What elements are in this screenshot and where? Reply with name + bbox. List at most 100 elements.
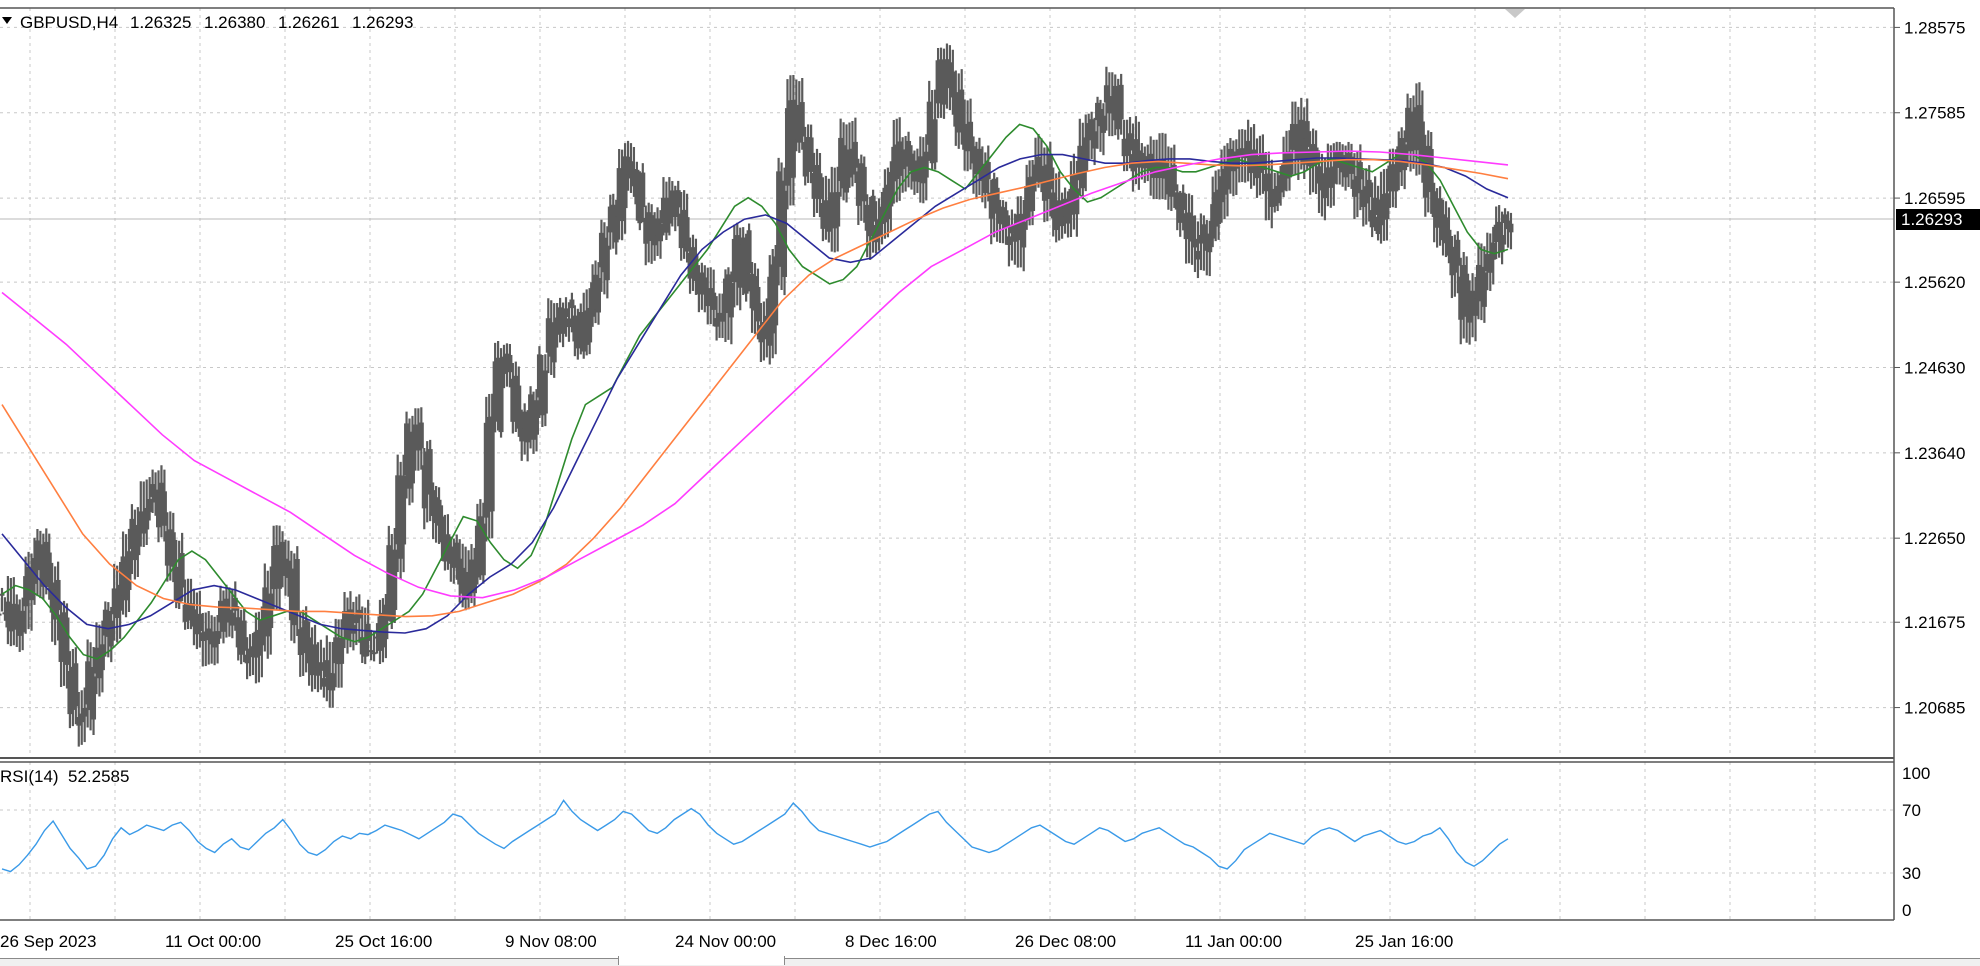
price-bar-body	[560, 316, 566, 334]
price-bar-body	[1133, 139, 1139, 157]
price-bar-body	[533, 400, 539, 435]
price-bar-body	[604, 245, 610, 281]
price-bar-body	[1035, 157, 1041, 175]
price-bar-body	[153, 489, 159, 503]
price-bar-body	[1195, 250, 1201, 260]
price-bar-body	[61, 612, 67, 660]
price-bar-body	[920, 157, 926, 184]
price-bar-body	[1340, 155, 1346, 173]
price-bar-body	[1219, 176, 1225, 203]
price-bar-body	[1112, 85, 1118, 121]
price-bar-body	[542, 370, 548, 414]
price-bar-body	[1455, 239, 1461, 266]
price-bar-body	[1003, 210, 1009, 228]
price-bar-body	[867, 210, 873, 237]
price-bar-body	[312, 644, 318, 671]
price-bar-body	[23, 576, 29, 607]
price-bar-body	[817, 173, 823, 200]
price-bar-body	[755, 286, 761, 322]
price-bar-body	[926, 101, 932, 145]
price-bar-body	[5, 601, 11, 628]
price-bar-body	[129, 518, 135, 550]
price-bar-body	[1292, 124, 1298, 150]
price-bar-body	[241, 620, 247, 651]
chart-shift-marker[interactable]	[1505, 9, 1525, 18]
price-bar-body	[548, 322, 554, 357]
price-bar-body	[1390, 164, 1396, 191]
price-bar-body	[1207, 234, 1213, 253]
price-bar-body	[882, 187, 888, 223]
price-bar-body	[415, 424, 421, 451]
price-bar-body	[1425, 145, 1431, 190]
price-bar-body	[156, 492, 162, 528]
price-bar-body	[389, 561, 395, 622]
price-bar-body	[510, 378, 516, 422]
price-bar-body	[938, 59, 944, 103]
price-bar-body	[1236, 148, 1242, 158]
price-bar-body	[675, 190, 681, 208]
price-bar-body	[433, 497, 439, 524]
price-bar-body	[1284, 152, 1290, 179]
price-bar-body	[194, 617, 200, 635]
price-bar-body	[238, 624, 244, 655]
price-bar-body	[398, 489, 404, 559]
price-bar-body	[486, 416, 492, 512]
price-bar-body	[1470, 290, 1476, 309]
price-bar-body	[407, 436, 413, 489]
price-bar-body	[885, 184, 891, 220]
price-bar-body	[628, 161, 634, 179]
price-bar-body	[1319, 173, 1325, 191]
ohlc-low: 1.26261	[278, 13, 339, 32]
price-bar-body	[903, 149, 909, 167]
price-bar-body	[105, 611, 111, 637]
window-menu-triangle-icon[interactable]	[2, 17, 12, 24]
price-bar-body	[519, 424, 525, 442]
active-chart-tab[interactable]	[618, 956, 785, 965]
price-bar-body	[944, 59, 950, 86]
price-bar-body	[371, 652, 377, 655]
price-bar-body	[649, 215, 655, 242]
price-bar-body	[454, 542, 460, 560]
price-bar-body	[88, 666, 94, 711]
price-bar-body	[979, 163, 985, 182]
time-tick-label: 8 Dec 16:00	[845, 932, 937, 951]
price-bar-body	[253, 631, 259, 658]
price-bar-body	[285, 560, 291, 578]
price-bar-body	[336, 638, 342, 665]
price-bar-body	[1289, 123, 1295, 150]
price-bar-body	[91, 676, 97, 720]
price-bar-body	[1313, 147, 1319, 165]
price-bar-body	[67, 671, 73, 715]
price-bar-body	[897, 141, 903, 176]
price-bar-body	[536, 354, 542, 398]
price-bar-body	[1508, 223, 1514, 233]
price-bar-body	[401, 475, 407, 545]
price-bar-body	[1254, 160, 1260, 179]
time-tick-label: 26 Sep 2023	[0, 932, 96, 951]
rsi-tick-label: 30	[1902, 864, 1921, 883]
price-bar-body	[1092, 131, 1098, 149]
price-bar-body	[826, 205, 832, 232]
price-bar-body	[409, 431, 415, 484]
price-bar-body	[1062, 198, 1068, 217]
price-bar-body	[1033, 164, 1039, 182]
time-tick-label: 26 Dec 08:00	[1015, 932, 1116, 951]
price-bar-body	[1136, 150, 1142, 168]
price-bar-body	[1428, 149, 1434, 193]
price-bar-body	[835, 192, 841, 227]
price-bar-body	[696, 277, 702, 295]
price-bar-body	[179, 553, 185, 588]
price-bar-body	[1366, 179, 1372, 198]
price-bar-body	[79, 713, 85, 723]
price-bar-body	[971, 146, 977, 164]
price-bar-body	[507, 354, 513, 373]
price-bar-body	[722, 278, 728, 314]
price-bar-body	[607, 206, 613, 233]
price-bar-body	[767, 276, 773, 346]
price-bar-body	[1027, 177, 1033, 212]
price-bar-body	[655, 218, 661, 236]
price-bar-body	[1224, 163, 1230, 190]
price-bar-body	[864, 204, 870, 231]
price-bar-body	[424, 451, 430, 495]
price-bar-body	[368, 650, 374, 653]
